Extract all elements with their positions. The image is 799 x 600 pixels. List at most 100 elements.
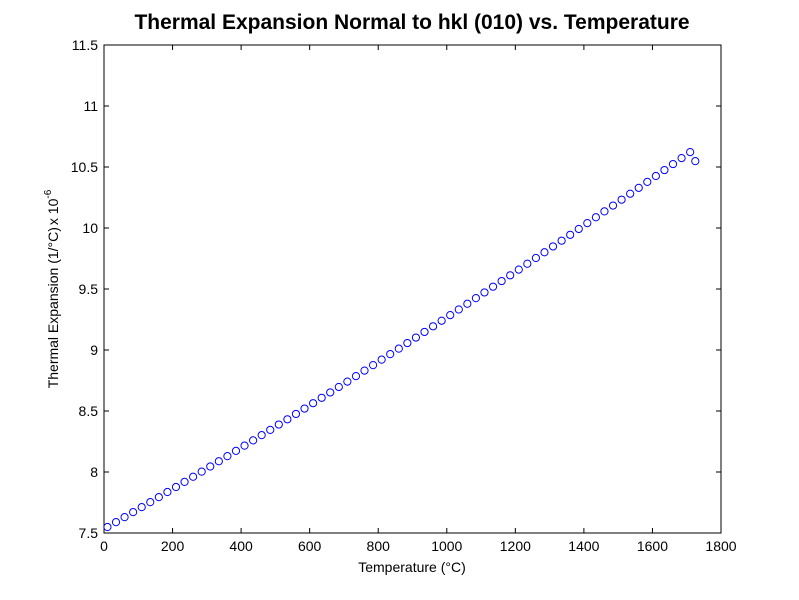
data-point — [266, 425, 275, 435]
data-point — [386, 350, 395, 359]
y-tick-label: 9.5 — [79, 281, 99, 297]
data-point — [488, 282, 498, 291]
data-point — [583, 219, 592, 228]
data-point — [214, 457, 223, 466]
chart-title: Thermal Expansion Normal to hkl (010) vs… — [134, 11, 689, 34]
y-tick-label: 9 — [90, 342, 98, 358]
data-point — [283, 415, 292, 424]
data-point — [651, 171, 660, 181]
data-point — [600, 207, 609, 216]
y-axis-label-multiplier: x 10 — [45, 198, 61, 225]
data-point — [368, 361, 378, 370]
data-point — [626, 189, 635, 198]
data-point — [566, 230, 575, 239]
data-point — [660, 165, 669, 175]
data-point — [506, 271, 515, 280]
data-point — [343, 377, 352, 386]
data-point — [463, 299, 472, 308]
y-axis-label-text: Thermal Expansion (1/°C) — [45, 227, 61, 388]
data-point — [206, 462, 215, 471]
x-tick-label: 400 — [229, 538, 253, 554]
x-tick-label: 1800 — [705, 538, 736, 554]
data-point — [531, 253, 541, 263]
y-axis-label: Thermal Expansion (1/°C) x 10-6 — [43, 189, 61, 388]
data-point — [540, 248, 549, 257]
data-point — [163, 487, 172, 497]
data-point — [617, 195, 626, 204]
x-tick-label: 1400 — [568, 538, 599, 554]
data-point — [334, 382, 343, 392]
x-tick-label: 200 — [161, 538, 185, 554]
data-point — [514, 265, 523, 274]
data-point — [411, 333, 421, 342]
data-point — [480, 288, 489, 297]
y-axis: 7.5 8 8.5 9 9.5 10 10.5 11 11.5 — [71, 37, 721, 541]
data-point — [154, 493, 163, 502]
y-tick-label: 10 — [82, 220, 98, 236]
x-axis-label: Temperature (°C) — [358, 559, 466, 575]
y-tick-label: 10.5 — [71, 159, 98, 175]
data-series — [103, 148, 700, 532]
data-point — [643, 177, 652, 186]
data-point — [137, 503, 146, 512]
data-point — [686, 148, 695, 157]
data-point — [677, 153, 686, 163]
x-tick-label: 1200 — [500, 538, 531, 554]
data-point — [691, 157, 700, 166]
x-tick-label: 0 — [100, 538, 108, 554]
data-point — [223, 452, 232, 461]
y-tick-label: 11.5 — [72, 37, 98, 53]
data-point — [146, 498, 155, 507]
data-point — [454, 305, 463, 314]
y-tick-label: 7.5 — [79, 525, 99, 541]
data-point — [240, 441, 249, 450]
data-point — [189, 472, 198, 481]
data-point — [103, 522, 112, 532]
data-point — [548, 242, 558, 251]
data-point — [471, 294, 481, 303]
data-point — [326, 388, 335, 397]
data-point — [171, 482, 181, 492]
data-point — [446, 311, 455, 320]
data-point — [257, 431, 266, 440]
data-point — [120, 513, 129, 522]
data-point — [351, 372, 361, 381]
data-point — [403, 338, 412, 348]
plot-area — [103, 44, 722, 534]
data-point — [437, 316, 446, 325]
y-tick-label: 11 — [83, 98, 98, 114]
data-point — [111, 518, 121, 527]
data-point — [180, 477, 189, 486]
data-point — [291, 409, 301, 419]
data-point — [497, 276, 506, 286]
x-axis: 0 200 400 600 800 1000 1200 1400 1600 1800 — [100, 45, 737, 554]
data-point — [231, 446, 241, 455]
data-point — [129, 508, 138, 517]
y-axis-label-exponent: -6 — [43, 189, 54, 198]
data-point — [420, 327, 429, 337]
x-tick-label: 600 — [298, 538, 322, 554]
x-tick-label: 1600 — [637, 538, 668, 554]
data-point — [360, 366, 369, 375]
data-point — [428, 322, 438, 331]
data-point — [317, 393, 326, 402]
data-point — [557, 236, 566, 245]
x-tick-label: 1000 — [431, 538, 462, 554]
data-point — [591, 213, 600, 222]
data-point — [249, 436, 258, 445]
data-point — [300, 404, 309, 413]
data-point — [668, 159, 678, 169]
data-point — [377, 355, 386, 364]
data-point — [308, 399, 318, 408]
data-point — [523, 259, 532, 268]
data-point — [274, 420, 283, 429]
y-tick-label: 8 — [90, 464, 98, 480]
data-point — [394, 344, 403, 353]
y-tick-label: 8.5 — [79, 403, 99, 419]
data-point — [634, 183, 643, 192]
data-point — [574, 224, 583, 234]
data-point — [608, 201, 618, 210]
x-tick-label: 800 — [367, 538, 391, 554]
data-point — [197, 467, 206, 476]
